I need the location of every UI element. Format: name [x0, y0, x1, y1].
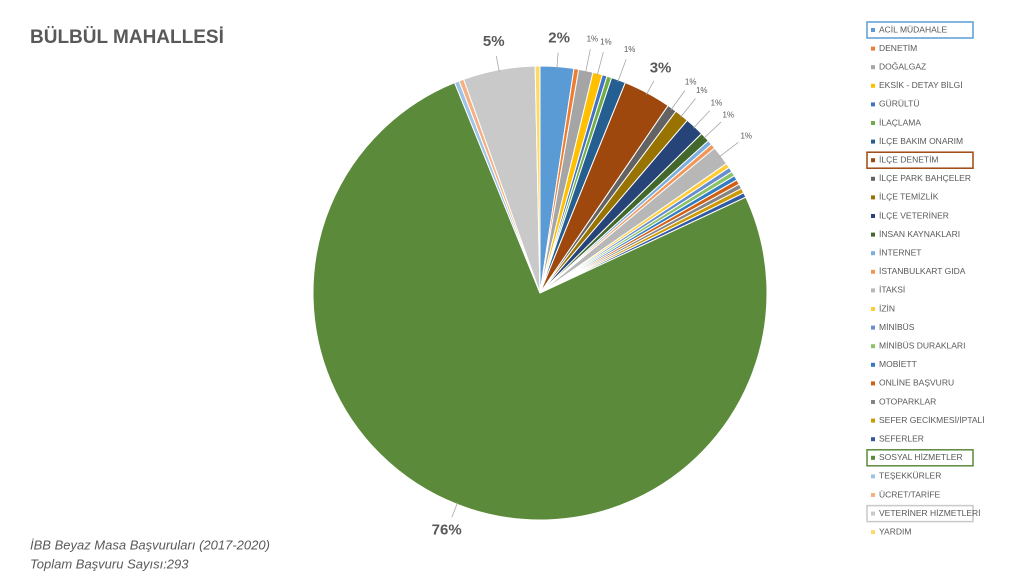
legend-label: ONLİNE BAŞVURU	[879, 378, 954, 388]
legend-label: İNSAN KAYNAKLARI	[879, 229, 960, 239]
leader-line	[670, 90, 686, 111]
legend-marker	[871, 400, 875, 404]
data-label: 1%	[740, 131, 752, 140]
legend-marker	[871, 251, 875, 256]
data-label: 1%	[624, 45, 636, 54]
data-label: 1%	[587, 34, 599, 43]
data-label: 3%	[650, 59, 672, 76]
legend-marker	[871, 83, 875, 88]
data-label: 2%	[548, 30, 570, 47]
legend-label: DENETİM	[879, 43, 917, 53]
legend-highlight	[866, 21, 974, 39]
legend-label: VETERİNER HİZMETLERİ	[879, 508, 981, 518]
legend-marker	[871, 474, 875, 479]
legend-label: YARDIM	[879, 526, 911, 536]
leader-line	[495, 55, 500, 72]
legend-marker	[871, 158, 875, 163]
data-label: 76%	[432, 521, 462, 538]
legend-marker	[871, 307, 875, 311]
legend-label: İLÇE DENETİM	[879, 154, 939, 164]
legend-marker	[871, 176, 875, 181]
legend-label: MOBİETT	[879, 359, 917, 369]
legend-label: ACİL MÜDAHALE	[879, 24, 948, 34]
legend-label: İLÇE PARK BAHÇELER	[879, 173, 971, 183]
legend-label: SEFER GECİKMESİ/İPTALİ	[879, 415, 985, 425]
note: Toplam Başvuru Sayısı:293	[30, 556, 189, 571]
legend-marker	[871, 362, 875, 367]
legend-marker	[871, 46, 875, 51]
legend-highlight	[866, 151, 974, 169]
legend-marker	[871, 232, 875, 237]
legend-marker	[871, 381, 875, 386]
legend-label: MİNİBÜS	[879, 322, 915, 332]
note: İBB Beyaz Masa Başvuruları (2017-2020)	[30, 537, 270, 552]
legend-label: İNTERNET	[879, 247, 922, 257]
legend-label: MİNİBÜS DURAKLARI	[879, 340, 965, 350]
leader-line	[556, 52, 559, 69]
legend-marker	[871, 418, 875, 423]
legend-highlight	[866, 449, 974, 467]
legend-marker	[871, 65, 875, 70]
legend-marker	[871, 530, 875, 535]
legend-marker	[871, 493, 875, 497]
legend-label: ÜCRET/TARİFE	[879, 489, 941, 499]
legend-marker	[871, 214, 875, 218]
legend-marker	[871, 437, 875, 442]
legend-label: SEFERLER	[879, 433, 924, 443]
legend-label: GÜRÜLTÜ	[879, 99, 919, 109]
leader-line	[596, 52, 604, 76]
legend-marker	[871, 28, 875, 32]
legend-label: EKSİK - DETAY BİLGİ	[879, 80, 963, 90]
legend-marker	[871, 139, 875, 144]
legend-marker	[871, 455, 875, 460]
legend-label: İLÇE VETERİNER	[879, 210, 949, 220]
legend-label: İLÇE BAKIM ONARIM	[879, 136, 963, 146]
data-label: 1%	[685, 77, 697, 86]
chart-title: BÜLBÜL MAHALLESİ	[30, 27, 224, 48]
legend-marker	[871, 102, 875, 107]
leader-line	[646, 80, 655, 95]
legend-label: İZİN	[879, 303, 895, 313]
legend-highlight	[866, 504, 974, 523]
legend-label: DOĞALGAZ	[879, 61, 926, 71]
leader-line	[703, 121, 722, 139]
legend-label: İLÇE TEMİZLİK	[879, 192, 939, 202]
leader-line	[692, 110, 710, 129]
data-label: 5%	[483, 33, 505, 50]
leader-line	[718, 142, 739, 158]
legend-marker	[871, 344, 875, 349]
legend-marker	[871, 511, 875, 516]
legend-label: TEŞEKKÜRLER	[879, 471, 941, 481]
legend-label: İTAKSİ	[879, 285, 905, 295]
legend-marker	[871, 288, 875, 293]
data-label: 1%	[711, 99, 723, 108]
leader-line	[451, 502, 459, 518]
data-label: 1%	[600, 38, 612, 47]
legend-marker	[871, 325, 875, 330]
legend-marker	[871, 195, 875, 200]
data-label: 1%	[696, 86, 708, 95]
leader-line	[617, 59, 627, 83]
legend-label: İSTANBULKART GIDA	[879, 266, 966, 276]
data-label: 1%	[723, 110, 735, 119]
pie-slice	[534, 65, 541, 294]
leader-line	[680, 98, 696, 118]
legend-marker	[871, 121, 875, 125]
leader-line	[585, 49, 591, 73]
legend-label: İLAÇLAMA	[879, 117, 921, 127]
legend-marker	[871, 269, 875, 274]
legend-label: SOSYAL HİZMETLER	[879, 452, 963, 462]
legend-label: OTOPARKLAR	[879, 396, 936, 406]
